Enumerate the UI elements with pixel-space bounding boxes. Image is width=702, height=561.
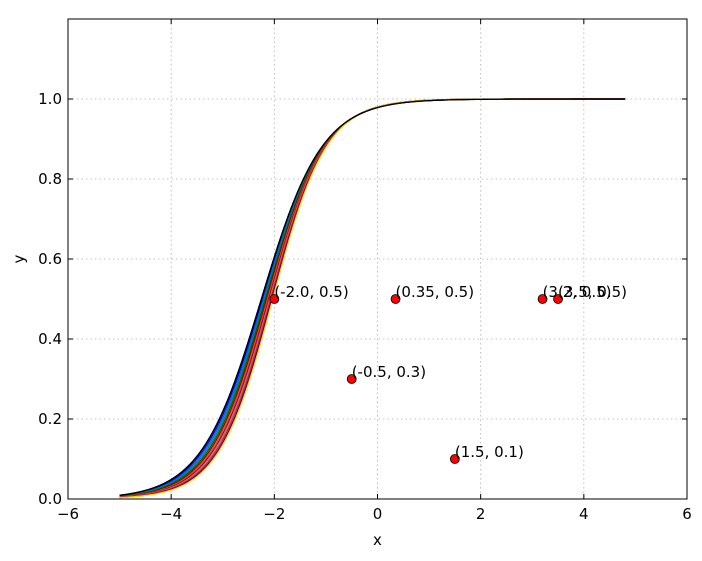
x-tick-label: 4 [579,505,589,523]
y-tick-label: 0.4 [38,330,62,348]
point-labels: (-2.0, 0.5) (0.35, 0.5) (-0.5, 0.3) (1.5, 0… [274,283,627,461]
data-point [269,294,280,304]
point-label: (1.5, 0.1) [455,443,524,461]
ticks: −6 −4 −2 0 2 4 6 0.0 0.2 0.4 0.6 0.8 1.0 [38,19,692,523]
point-label: (0.35, 0.5) [396,283,475,301]
y-tick-label: 0.2 [38,410,62,428]
x-axis-label: x [373,531,382,549]
y-tick-label: 0.6 [38,250,62,268]
data-point [553,294,563,304]
points [269,294,563,464]
x-tick-label: −6 [57,505,79,523]
y-tick-label: 1.0 [38,90,62,108]
x-tick-label: 2 [476,505,486,523]
curve-outline [119,98,626,496]
x-tick-label: −4 [160,505,182,523]
curves [119,98,626,499]
y-axis-label: y [10,254,28,263]
point-label: (-2.0, 0.5) [274,283,348,301]
y-tick-label: 0.0 [38,490,62,508]
data-point [537,294,548,304]
x-tick-label: 0 [373,505,383,523]
x-tick-label: 6 [682,505,692,523]
grid [67,19,688,500]
x-tick-label: −2 [263,505,285,523]
data-point [449,454,460,464]
point-label: (-0.5, 0.3) [352,363,426,381]
data-point [390,294,401,304]
point-label: (3.5, 0.5) [558,283,627,301]
point-label: (3.2, 0.5) [543,283,612,301]
y-tick-label: 0.8 [38,170,62,188]
data-point [346,374,357,384]
